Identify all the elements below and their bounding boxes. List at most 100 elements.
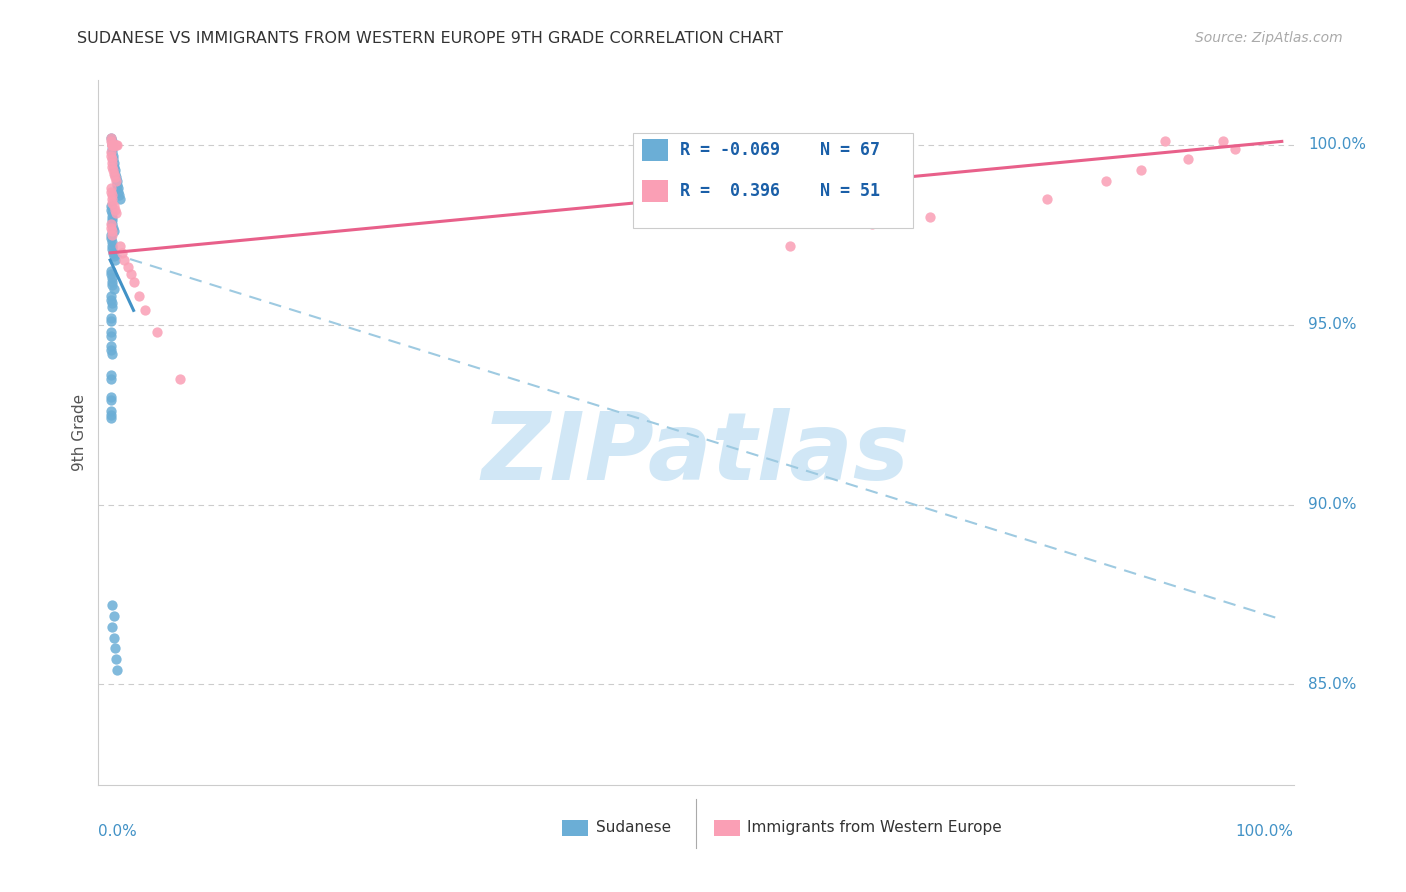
Point bbox=[105, 663, 128, 677]
Point bbox=[103, 224, 125, 238]
FancyBboxPatch shape bbox=[643, 179, 668, 202]
Point bbox=[105, 138, 128, 153]
Point bbox=[100, 135, 122, 149]
Point bbox=[101, 620, 124, 634]
Point bbox=[1212, 135, 1234, 149]
Point bbox=[100, 130, 122, 145]
Point bbox=[101, 192, 124, 206]
Point bbox=[111, 245, 134, 260]
Point bbox=[100, 328, 122, 343]
Text: R = -0.069    N = 67: R = -0.069 N = 67 bbox=[681, 141, 880, 159]
Point bbox=[101, 145, 124, 160]
Point bbox=[105, 174, 128, 188]
Point bbox=[101, 245, 124, 260]
Point bbox=[107, 181, 129, 195]
Point bbox=[101, 227, 124, 242]
Point bbox=[101, 163, 124, 178]
Point bbox=[100, 188, 122, 202]
Point bbox=[103, 156, 125, 170]
FancyBboxPatch shape bbox=[643, 139, 668, 161]
Point bbox=[104, 167, 127, 181]
Point bbox=[101, 210, 124, 224]
Point bbox=[100, 217, 122, 231]
Point bbox=[103, 199, 125, 213]
Point bbox=[120, 268, 142, 282]
Point bbox=[100, 404, 122, 418]
Point bbox=[101, 138, 124, 153]
Point bbox=[100, 271, 122, 285]
Point bbox=[103, 138, 125, 153]
Point bbox=[101, 213, 124, 227]
Point bbox=[1095, 174, 1118, 188]
Point bbox=[100, 343, 122, 357]
Point bbox=[104, 202, 127, 217]
Point bbox=[103, 160, 125, 174]
Point bbox=[100, 235, 122, 249]
Text: Sudanese: Sudanese bbox=[596, 820, 671, 835]
FancyBboxPatch shape bbox=[633, 133, 914, 228]
Point bbox=[100, 202, 122, 217]
Point bbox=[920, 210, 942, 224]
Point bbox=[105, 174, 128, 188]
Point bbox=[100, 293, 122, 307]
Point bbox=[103, 250, 125, 264]
Point bbox=[101, 149, 124, 163]
Point bbox=[100, 411, 122, 425]
Point bbox=[101, 138, 124, 153]
Point bbox=[105, 206, 128, 220]
Point bbox=[100, 408, 122, 422]
Point bbox=[100, 296, 122, 310]
Point bbox=[1130, 163, 1153, 178]
Point bbox=[100, 206, 122, 220]
Text: 0.0%: 0.0% bbox=[98, 823, 138, 838]
Point bbox=[101, 156, 124, 170]
Point bbox=[100, 368, 122, 383]
Point bbox=[105, 178, 128, 192]
Point bbox=[104, 138, 127, 153]
Point bbox=[100, 185, 122, 199]
Text: 100.0%: 100.0% bbox=[1236, 823, 1294, 838]
Point bbox=[779, 238, 801, 252]
Point bbox=[100, 314, 122, 328]
Point bbox=[101, 275, 124, 289]
Point bbox=[100, 199, 122, 213]
Point bbox=[100, 138, 122, 153]
Point bbox=[101, 195, 124, 210]
Text: 100.0%: 100.0% bbox=[1308, 137, 1365, 153]
Point bbox=[101, 278, 124, 293]
Point bbox=[100, 153, 122, 167]
Point bbox=[101, 300, 124, 314]
Point bbox=[1177, 153, 1199, 167]
Point bbox=[100, 289, 122, 303]
Point bbox=[101, 138, 124, 153]
Point bbox=[108, 188, 131, 202]
Point bbox=[122, 275, 145, 289]
Point bbox=[100, 268, 122, 282]
Point bbox=[101, 598, 124, 612]
Point bbox=[101, 346, 124, 360]
Point bbox=[104, 641, 127, 656]
Point bbox=[117, 260, 139, 275]
Point bbox=[103, 609, 125, 624]
Text: Source: ZipAtlas.com: Source: ZipAtlas.com bbox=[1195, 31, 1343, 45]
FancyBboxPatch shape bbox=[714, 821, 740, 836]
Point bbox=[101, 153, 124, 167]
Point bbox=[101, 217, 124, 231]
Point bbox=[100, 145, 122, 160]
Text: Immigrants from Western Europe: Immigrants from Western Europe bbox=[748, 820, 1002, 835]
Point bbox=[112, 253, 135, 268]
Point bbox=[101, 242, 124, 256]
Point bbox=[101, 160, 124, 174]
Point bbox=[101, 238, 124, 252]
Point bbox=[101, 138, 124, 153]
Point bbox=[100, 393, 122, 408]
Point bbox=[105, 138, 128, 153]
Point bbox=[100, 130, 122, 145]
Text: 90.0%: 90.0% bbox=[1308, 497, 1357, 512]
Point bbox=[128, 289, 150, 303]
Point bbox=[108, 238, 131, 252]
Point bbox=[103, 631, 125, 645]
Point bbox=[134, 303, 156, 318]
Point bbox=[100, 227, 122, 242]
Point bbox=[103, 167, 125, 181]
